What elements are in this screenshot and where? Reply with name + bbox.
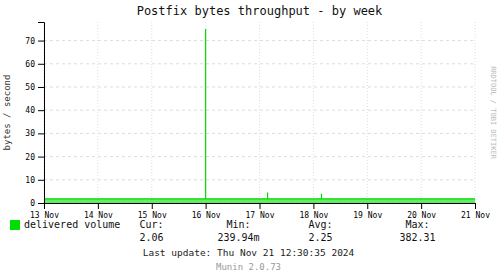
- legend: delivered volume: [10, 219, 120, 230]
- grid-line-x: [151, 22, 152, 203]
- tick-mark: [206, 203, 207, 209]
- legend-swatch: [10, 220, 20, 230]
- tick: 18 Nov: [299, 203, 328, 220]
- tick: 20 Nov: [407, 203, 436, 220]
- tick-mark: [38, 180, 44, 181]
- title: Postfix bytes throughput - by week: [137, 4, 383, 18]
- annotation: 2.06: [140, 232, 164, 243]
- tick-mark: [38, 157, 44, 158]
- tick-mark: [475, 203, 476, 209]
- tick-mark: [367, 203, 368, 209]
- tick-mark: [152, 203, 153, 209]
- line: [44, 29, 475, 199]
- annotation: Last update: Thu Nov 21 12:30:35 2024: [143, 247, 355, 258]
- grid-line-y: [44, 156, 475, 157]
- tick: 70: [25, 37, 44, 46]
- tick: 16 Nov: [192, 203, 221, 220]
- annotation: Max:: [405, 219, 429, 230]
- tick: 20: [25, 153, 44, 162]
- annotation: 2.25: [309, 232, 333, 243]
- tick-label: 10: [25, 176, 35, 185]
- tick-mark: [38, 41, 44, 42]
- tick-label: 40: [25, 106, 35, 115]
- tick: 50: [25, 83, 44, 92]
- annotation: Cur:: [140, 219, 164, 230]
- tick-label: 16 Nov: [192, 211, 221, 220]
- tick-mark: [38, 133, 44, 134]
- tick-label: 20: [25, 153, 35, 162]
- chart: 13 Nov14 Nov15 Nov16 Nov17 Nov18 Nov19 N…: [0, 0, 497, 275]
- tick-mark: [38, 203, 44, 204]
- annotation: 239.94m: [217, 232, 259, 243]
- axis-line: [45, 204, 476, 210]
- tick: 30: [25, 129, 44, 138]
- area: [44, 29, 475, 203]
- tick: 60: [25, 60, 44, 69]
- tick-mark: [38, 64, 44, 65]
- x-axis: 13 Nov14 Nov15 Nov16 Nov17 Nov18 Nov19 N…: [30, 203, 490, 220]
- tick-mark: [260, 203, 261, 209]
- tick-mark: [98, 203, 99, 209]
- y-axis: 0 10 20 30 40 50 60 70: [25, 23, 44, 209]
- marks: [44, 29, 475, 203]
- grid-line-y: [44, 179, 475, 180]
- grid-line-x: [259, 22, 260, 203]
- tick-label: 0: [30, 199, 35, 208]
- annotation: RRDTOOL / TOBI OETIKER: [489, 66, 497, 160]
- tick: 15 Nov: [138, 203, 167, 220]
- tick: 10: [25, 176, 44, 185]
- tick: 17 Nov: [246, 203, 275, 220]
- grid: [44, 22, 475, 203]
- grid-line-x: [367, 22, 368, 203]
- grid-line-x: [475, 22, 476, 203]
- tick: 19 Nov: [353, 203, 382, 220]
- tick-label: 19 Nov: [353, 211, 382, 220]
- tick-mark: [421, 203, 422, 209]
- tick-label: 30: [25, 129, 35, 138]
- annotation: Munin 2.0.73: [216, 262, 281, 272]
- annotations: Cur: Min: Avg: Max: 2.06 239.94m 2.25 382.31 Las…: [140, 66, 497, 272]
- tick: 40: [25, 106, 44, 115]
- tick-label: 21 Nov: [461, 211, 490, 220]
- axis-line: [38, 23, 45, 204]
- tick: 21 Nov: [461, 203, 490, 220]
- tick: 0: [30, 199, 44, 208]
- grid-line-y: [44, 86, 475, 87]
- tick-mark: [38, 87, 44, 88]
- grid-line-x: [421, 22, 422, 203]
- tick-mark: [313, 203, 314, 209]
- annotation: Avg:: [309, 219, 333, 230]
- tick-label: 60: [25, 60, 35, 69]
- tick-mark: [38, 110, 44, 111]
- annotation: 382.31: [399, 232, 435, 243]
- annotation: Min:: [227, 219, 251, 230]
- tick: 14 Nov: [84, 203, 113, 220]
- plot: 13 Nov14 Nov15 Nov16 Nov17 Nov18 Nov19 N…: [25, 22, 490, 220]
- tick-label: 70: [25, 37, 35, 46]
- grid-line-x: [97, 22, 98, 203]
- tick-label: 50: [25, 83, 35, 92]
- y-axis-label: bytes / second: [2, 75, 12, 151]
- grid-line-x: [313, 22, 314, 203]
- legend-label: delivered volume: [24, 219, 120, 230]
